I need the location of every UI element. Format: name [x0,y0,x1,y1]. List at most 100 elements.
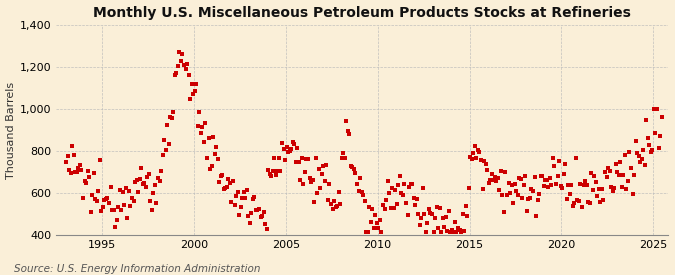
Point [65,171,76,175]
Point [411,197,422,201]
Point [111,218,122,222]
Point [569,201,580,205]
Point [209,152,220,156]
Point [545,176,556,180]
Point [220,186,231,190]
Point [453,226,464,230]
Point [485,178,495,182]
Point [308,200,319,204]
Point [82,169,93,173]
Point [333,190,344,194]
Point [382,179,393,183]
Point [154,178,165,183]
Point [488,177,499,182]
Point [486,172,497,177]
Point [528,188,539,193]
Point [414,223,425,227]
Point [396,191,407,196]
Point [131,178,142,182]
Point [379,207,390,211]
Point [273,156,284,161]
Point [477,186,488,191]
Point [633,153,644,158]
Point [540,178,551,182]
Point [563,183,574,187]
Point [440,215,451,220]
Point [387,186,398,191]
Point [70,170,81,175]
Point [151,201,162,205]
Point [421,230,431,234]
Point [465,155,476,159]
Point [116,208,127,212]
Point [95,158,105,163]
Point [568,204,578,208]
Point [503,180,514,185]
Point [377,203,388,207]
Point [211,145,221,149]
Point [508,201,518,206]
Point [298,182,309,186]
Point [509,182,520,187]
Point [443,208,454,213]
Point [618,173,628,178]
Point [656,115,667,119]
Point [598,198,609,203]
Point [520,174,531,178]
Point [156,169,167,174]
Point [543,185,554,190]
Point [643,136,653,140]
Point [476,158,487,163]
Point [124,189,134,194]
Point [390,188,401,192]
Point [260,221,271,226]
Point [171,71,182,75]
Point [275,169,286,173]
Point [190,88,200,93]
Point [165,115,176,119]
Point [410,202,421,207]
Point [80,181,91,185]
Point [292,145,302,150]
Point [605,185,616,189]
Point [67,144,78,148]
Point [370,213,381,217]
Point [281,145,292,149]
Point [88,170,99,175]
Point [336,156,347,161]
Point [511,189,522,193]
Point [491,179,502,183]
Point [283,149,294,154]
Point [162,122,173,127]
Point [604,169,615,173]
Point [203,136,214,140]
Point [229,202,240,207]
Point [317,171,327,176]
Point [244,221,255,226]
Point [344,132,355,136]
Point [360,230,371,234]
Point [615,160,626,164]
Point [482,167,493,172]
Point [105,184,116,189]
Point [622,179,633,183]
Point [554,159,564,163]
Point [381,197,392,202]
Point [107,207,117,212]
Point [73,166,84,171]
Point [592,194,603,198]
Point [163,142,174,147]
Point [356,190,367,194]
Point [532,198,543,202]
Point [215,174,226,178]
Point [62,154,73,159]
Point [436,230,447,234]
Point [87,192,98,197]
Point [593,187,604,191]
Point [376,230,387,234]
Point [76,167,87,172]
Point [97,205,108,209]
Point [434,206,445,210]
Point [547,155,558,160]
Text: Source: U.S. Energy Information Administration: Source: U.S. Energy Information Administ… [14,264,260,274]
